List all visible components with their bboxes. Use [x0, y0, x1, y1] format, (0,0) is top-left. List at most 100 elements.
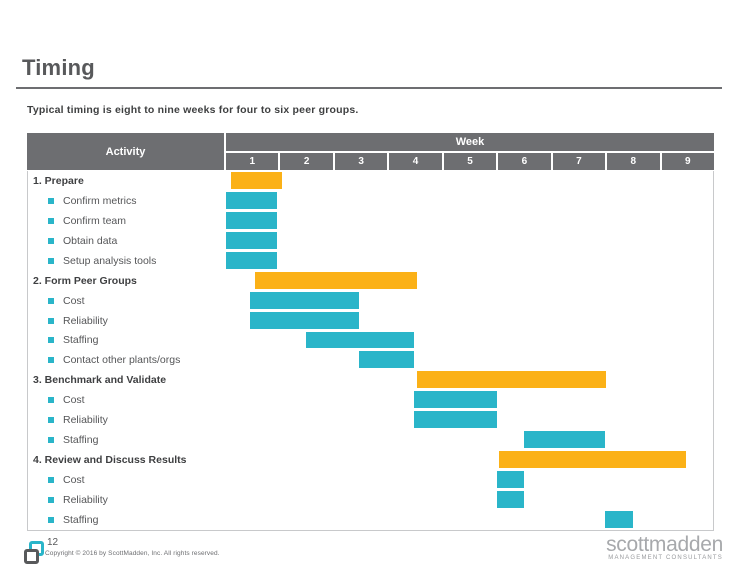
bullet-square-icon	[48, 516, 54, 523]
gantt-row-chart	[226, 211, 713, 231]
gantt-bar	[417, 371, 606, 389]
gantt-bar	[250, 311, 360, 329]
bullet-square-icon	[48, 477, 54, 484]
gantt-row: Reliability	[28, 311, 713, 331]
gantt-row-label-text: Contact other plants/orgs	[63, 354, 181, 367]
gantt-row-chart	[226, 191, 713, 211]
gantt-row-chart	[226, 311, 713, 331]
bullet-square-icon	[48, 257, 54, 264]
week-number-cell: 6	[498, 153, 551, 170]
gantt-row-label: Confirm metrics	[28, 191, 226, 211]
activity-column-header: Activity	[27, 133, 224, 170]
gantt-row: Staffing	[28, 510, 713, 530]
gantt-row-label: 1. Prepare	[28, 171, 231, 191]
gantt-row-label-text: Reliability	[63, 414, 108, 427]
gantt-bar	[226, 191, 278, 209]
gantt-row: Cost	[28, 470, 713, 490]
gantt-row: Setup analysis tools	[28, 251, 713, 271]
gantt-row-label-text: Confirm team	[63, 214, 127, 227]
gantt-row: 1. Prepare	[28, 171, 713, 191]
gantt-row-chart	[226, 390, 713, 410]
gantt-row-label: 3. Benchmark and Validate	[28, 370, 231, 390]
bullet-square-icon	[48, 337, 54, 344]
gantt-row: 3. Benchmark and Validate	[28, 370, 713, 390]
gantt-row-label-text: Setup analysis tools	[63, 254, 157, 267]
gantt-bar	[496, 491, 525, 508]
gantt-row-chart	[231, 271, 713, 291]
brand-wordmark: scottmadden	[606, 533, 723, 556]
slide-subtitle: Typical timing is eight to nine weeks fo…	[27, 104, 359, 116]
gantt-row-label: Staffing	[28, 510, 226, 530]
gantt-row: Cost	[28, 390, 713, 410]
gantt-row-label-text: Reliability	[63, 493, 108, 506]
gantt-row-chart	[231, 450, 713, 470]
gantt-body: 1. Prepare Confirm metrics Confirm team Obt…	[27, 171, 714, 531]
gantt-row: 4. Review and Discuss Results	[28, 450, 713, 470]
gantt-row-chart	[226, 430, 713, 450]
gantt-row: Confirm metrics	[28, 191, 713, 211]
week-number-cell: 8	[607, 153, 660, 170]
bullet-square-icon	[48, 297, 54, 304]
gantt-row-label-text: 1. Prepare	[33, 174, 84, 187]
week-number-cell: 4	[389, 153, 442, 170]
week-number-cell: 2	[280, 153, 333, 170]
gantt-bar	[255, 271, 418, 289]
gantt-row-label-text: Staffing	[63, 513, 99, 526]
gantt-row-label: 2. Form Peer Groups	[28, 271, 231, 291]
gantt-row-chart	[226, 350, 713, 370]
gantt-row-label-text: 4. Review and Discuss Results	[33, 454, 187, 467]
gantt-row-chart	[226, 231, 713, 251]
gantt-row-label-text: 2. Form Peer Groups	[33, 274, 137, 287]
gantt-row-label: Cost	[28, 470, 226, 490]
gantt-row: Contact other plants/orgs	[28, 350, 713, 370]
week-number-cell: 5	[443, 153, 497, 170]
gantt-row: Reliability	[28, 410, 713, 430]
brand-subtext: MANAGEMENT CONSULTANTS	[608, 555, 723, 561]
week-number-cell: 7	[552, 153, 606, 170]
gantt-bar	[498, 451, 687, 469]
gantt-bar	[414, 391, 497, 409]
gantt-bar	[250, 291, 360, 309]
gantt-row-label: Cost	[28, 390, 226, 410]
gantt-row-label: Staffing	[28, 430, 226, 450]
week-number-cell: 3	[334, 153, 388, 170]
bullet-square-icon	[48, 417, 54, 424]
gantt-row: Staffing	[28, 331, 713, 351]
gantt-row-label-text: 3. Benchmark and Validate	[33, 374, 167, 387]
gantt-row-label: Contact other plants/orgs	[28, 350, 226, 370]
gantt-row-chart	[231, 370, 713, 390]
scottmadden-logo-icon	[22, 540, 46, 566]
page-number: 12	[47, 537, 59, 548]
gantt-row-chart	[226, 291, 713, 311]
gantt-row: Reliability	[28, 490, 713, 510]
gantt-row-chart	[226, 251, 713, 271]
gantt-bar	[305, 331, 415, 349]
gantt-bar	[226, 251, 278, 269]
gantt-row: 2. Form Peer Groups	[28, 271, 713, 291]
gantt-row-chart	[226, 510, 713, 530]
gantt-bar	[414, 411, 497, 429]
brand-block: scottmadden MANAGEMENT CONSULTANTS	[606, 533, 723, 561]
bullet-square-icon	[48, 357, 54, 364]
gantt-row-label: Staffing	[28, 331, 226, 351]
gantt-row-label-text: Cost	[63, 294, 85, 307]
gantt-row-chart	[226, 470, 713, 490]
gantt-row-chart	[231, 171, 713, 191]
gantt-row-label-text: Staffing	[63, 334, 99, 347]
copyright-text: Copyright © 2016 by ScottMadden, Inc. Al…	[45, 550, 220, 557]
gantt-row-chart	[226, 331, 713, 351]
gantt-bar	[523, 431, 605, 449]
gantt-row: Obtain data	[28, 231, 713, 251]
gantt-row-label-text: Cost	[63, 394, 85, 407]
bullet-square-icon	[48, 237, 54, 244]
gantt-row-label: Reliability	[28, 311, 226, 331]
logo-gray-square-icon	[24, 549, 39, 564]
week-number-cell: 1	[226, 153, 279, 170]
week-header: Week	[226, 133, 714, 151]
gantt-row-label-text: Cost	[63, 474, 85, 487]
bullet-square-icon	[48, 397, 54, 404]
gantt-row-label-text: Staffing	[63, 434, 99, 447]
gantt-bar	[226, 211, 278, 229]
gantt-row-label: Reliability	[28, 490, 226, 510]
